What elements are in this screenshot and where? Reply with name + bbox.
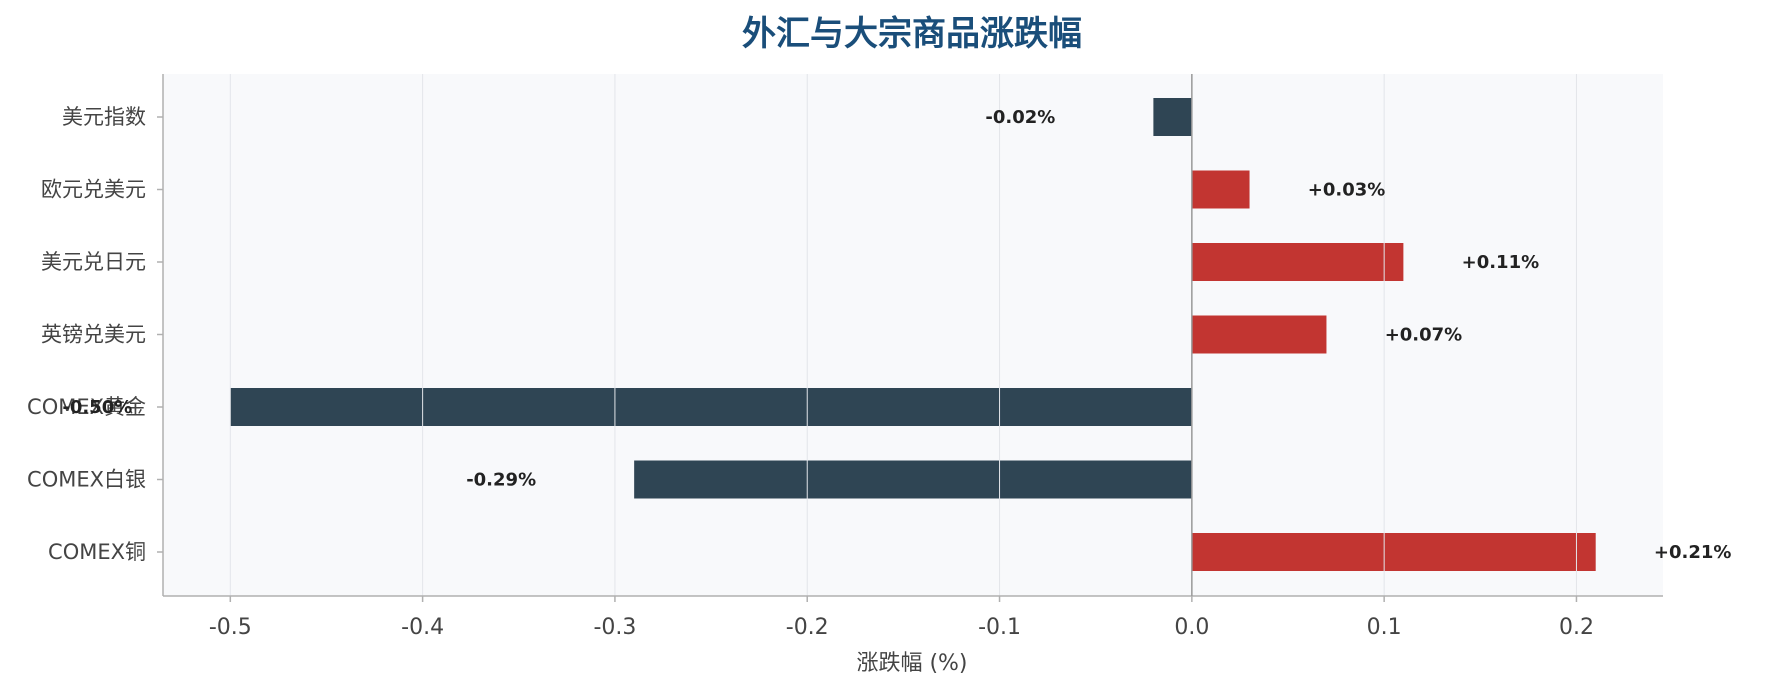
bar xyxy=(1153,98,1192,136)
category-label: 欧元兑美元 xyxy=(41,178,146,202)
data-label: -0.29% xyxy=(466,470,536,491)
plot-area xyxy=(163,74,1663,596)
x-tick-label: 0.0 xyxy=(1174,615,1209,640)
data-label: +0.21% xyxy=(1654,542,1732,563)
x-axis-title: 涨跌幅 (%) xyxy=(856,651,967,676)
x-tick-label: 0.2 xyxy=(1559,615,1594,640)
bar xyxy=(1191,533,1596,571)
category-label: COMEX白银 xyxy=(27,468,146,492)
data-label: -0.02% xyxy=(985,107,1055,128)
bar xyxy=(1191,315,1327,354)
category-label: 英镑兑美元 xyxy=(41,323,146,347)
bar xyxy=(634,460,1192,499)
x-tick-label: -0.2 xyxy=(786,615,829,640)
grid-lines xyxy=(229,74,1577,596)
data-label: +0.03% xyxy=(1308,180,1386,201)
x-tick-label: -0.5 xyxy=(209,615,252,640)
data-label: +0.07% xyxy=(1385,325,1463,346)
x-tick-label: -0.1 xyxy=(978,615,1021,640)
labels: -0.5 -0.4 -0.3 -0.2 -0.1 0.0 0.1 0.2 美元指数 -0.02% 欧… xyxy=(27,105,1731,640)
bar xyxy=(230,388,1192,426)
bar xyxy=(1191,243,1404,281)
axes xyxy=(157,74,1663,602)
x-tick-label: -0.4 xyxy=(401,615,444,640)
bar xyxy=(1191,170,1250,209)
chart-title: 外汇与大宗商品涨跌幅 xyxy=(742,14,1082,54)
x-tick-label: -0.3 xyxy=(593,615,636,640)
data-label: -0.50% xyxy=(62,397,132,418)
category-label: 美元指数 xyxy=(62,105,146,129)
x-tick-label: 0.1 xyxy=(1367,615,1402,640)
data-label: +0.11% xyxy=(1462,252,1540,273)
category-label: COMEX黄金 xyxy=(27,395,146,419)
bars xyxy=(230,98,1596,571)
category-label: COMEX铜 xyxy=(48,540,146,564)
category-label: 美元兑日元 xyxy=(41,250,146,274)
